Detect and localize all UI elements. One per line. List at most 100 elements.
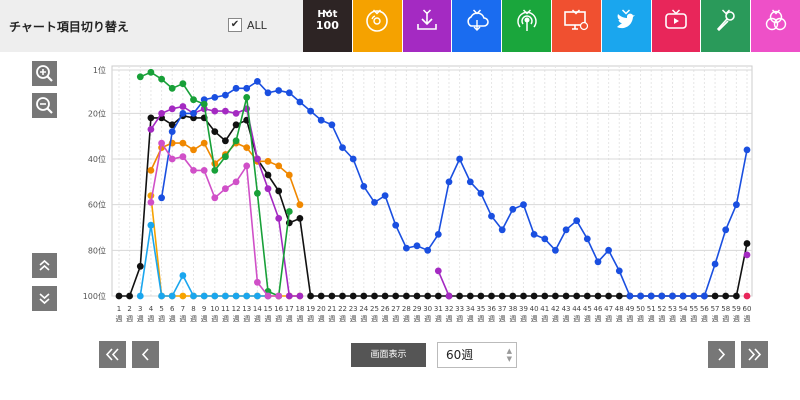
data-point-streaming[interactable]	[605, 246, 612, 254]
data-point-twitter[interactable]	[136, 292, 144, 300]
data-point-streaming[interactable]	[701, 292, 708, 300]
data-point-hot100[interactable]	[583, 292, 591, 300]
data-point-streaming[interactable]	[541, 235, 549, 243]
data-point-lookup[interactable]	[254, 278, 261, 286]
data-point-streaming[interactable]	[264, 89, 272, 97]
data-point-streaming[interactable]	[168, 128, 176, 136]
data-point-hot100[interactable]	[413, 292, 421, 300]
data-point-download[interactable]	[285, 292, 293, 300]
data-point-hot100[interactable]	[317, 292, 325, 300]
data-point-hot100[interactable]	[434, 292, 442, 300]
view-display-button[interactable]: 画面表示	[351, 343, 426, 367]
data-point-hot100[interactable]	[296, 215, 304, 222]
data-point-sales[interactable]	[296, 201, 304, 209]
data-point-radio[interactable]	[179, 80, 187, 88]
data-point-streaming[interactable]	[690, 292, 698, 300]
data-point-streaming[interactable]	[179, 110, 187, 117]
data-point-hot100[interactable]	[328, 292, 336, 300]
data-point-hot100[interactable]	[126, 292, 133, 300]
data-point-streaming[interactable]	[647, 292, 655, 300]
data-point-radio[interactable]	[232, 137, 240, 145]
data-point-streaming[interactable]	[243, 84, 251, 92]
data-point-streaming[interactable]	[339, 144, 346, 152]
data-point-streaming[interactable]	[296, 98, 304, 106]
data-point-hot100[interactable]	[466, 292, 474, 300]
data-point-twitter[interactable]	[254, 292, 261, 300]
data-point-sales[interactable]	[179, 139, 187, 147]
data-point-radio[interactable]	[168, 84, 176, 92]
category-radio-button[interactable]	[502, 0, 552, 52]
data-point-radio[interactable]	[254, 189, 261, 197]
category-video-button[interactable]	[651, 0, 702, 52]
data-point-hot100[interactable]	[211, 128, 219, 136]
data-point-streaming[interactable]	[222, 91, 229, 99]
data-point-streaming[interactable]	[743, 146, 751, 154]
data-point-download[interactable]	[147, 125, 155, 133]
data-point-hot100[interactable]	[520, 292, 527, 300]
data-point-streaming[interactable]	[190, 110, 197, 117]
data-point-twitter[interactable]	[243, 292, 251, 300]
data-point-lookup[interactable]	[168, 155, 176, 163]
data-point-radio[interactable]	[211, 167, 219, 174]
data-point-download[interactable]	[232, 110, 240, 117]
data-point-streaming[interactable]	[498, 226, 506, 234]
data-point-streaming[interactable]	[637, 292, 644, 300]
first-page-button[interactable]	[99, 341, 126, 368]
data-point-twitter[interactable]	[158, 292, 166, 300]
data-point-streaming[interactable]	[520, 201, 527, 209]
data-point-streaming[interactable]	[360, 183, 368, 190]
data-point-streaming[interactable]	[392, 221, 400, 229]
data-point-streaming[interactable]	[466, 178, 474, 186]
data-point-streaming[interactable]	[254, 78, 261, 85]
data-point-streaming[interactable]	[275, 87, 283, 94]
data-point-streaming[interactable]	[328, 121, 336, 129]
data-point-lookup[interactable]	[147, 199, 155, 206]
data-point-streaming[interactable]	[562, 226, 570, 234]
data-point-twitter[interactable]	[200, 292, 208, 300]
data-point-lookup[interactable]	[179, 153, 187, 161]
category-all-mix-button[interactable]	[751, 0, 800, 52]
category-streaming-button[interactable]	[452, 0, 503, 52]
data-point-hot100[interactable]	[307, 292, 314, 300]
data-point-streaming[interactable]	[552, 246, 559, 254]
data-point-lookup[interactable]	[190, 167, 197, 174]
data-point-lookup[interactable]	[243, 162, 251, 170]
data-point-download[interactable]	[254, 155, 261, 163]
data-point-sales[interactable]	[190, 146, 197, 154]
data-point-streaming[interactable]	[307, 107, 314, 115]
data-point-streaming[interactable]	[371, 199, 378, 206]
data-point-radio[interactable]	[136, 73, 144, 81]
data-point-streaming[interactable]	[434, 231, 442, 238]
data-point-hot100[interactable]	[573, 292, 581, 300]
data-point-hot100[interactable]	[541, 292, 549, 300]
data-point-download[interactable]	[296, 292, 304, 300]
data-point-streaming[interactable]	[477, 189, 485, 197]
data-point-hot100[interactable]	[594, 292, 602, 300]
data-point-download[interactable]	[264, 185, 272, 193]
data-point-streaming[interactable]	[488, 212, 495, 220]
category-sales-button[interactable]	[352, 0, 403, 52]
data-point-radio[interactable]	[243, 94, 251, 101]
data-point-hot100[interactable]	[403, 292, 410, 300]
scroll-up-button[interactable]	[32, 253, 57, 278]
data-point-radio[interactable]	[158, 75, 166, 83]
data-point-streaming[interactable]	[445, 178, 453, 186]
data-point-hot100[interactable]	[392, 292, 400, 300]
data-point-lookup[interactable]	[200, 167, 208, 174]
data-point-hot100[interactable]	[381, 292, 389, 300]
data-point-streaming[interactable]	[413, 242, 421, 250]
data-point-hot100[interactable]	[222, 137, 229, 145]
data-point-hot100[interactable]	[615, 292, 623, 300]
data-point-streaming[interactable]	[456, 155, 463, 163]
data-point-streaming[interactable]	[658, 292, 666, 300]
data-point-streaming[interactable]	[509, 205, 517, 213]
zoom-out-button[interactable]	[32, 93, 57, 118]
data-point-streaming[interactable]	[232, 84, 240, 92]
data-point-hot100[interactable]	[424, 292, 432, 300]
data-point-download[interactable]	[222, 107, 229, 115]
data-point-hot100[interactable]	[509, 292, 517, 300]
weeks-select[interactable]: 60週 ▲ ▼	[437, 342, 517, 368]
data-point-lookup[interactable]	[222, 185, 229, 193]
data-point-sales[interactable]	[243, 144, 251, 152]
data-point-radio[interactable]	[200, 100, 208, 108]
